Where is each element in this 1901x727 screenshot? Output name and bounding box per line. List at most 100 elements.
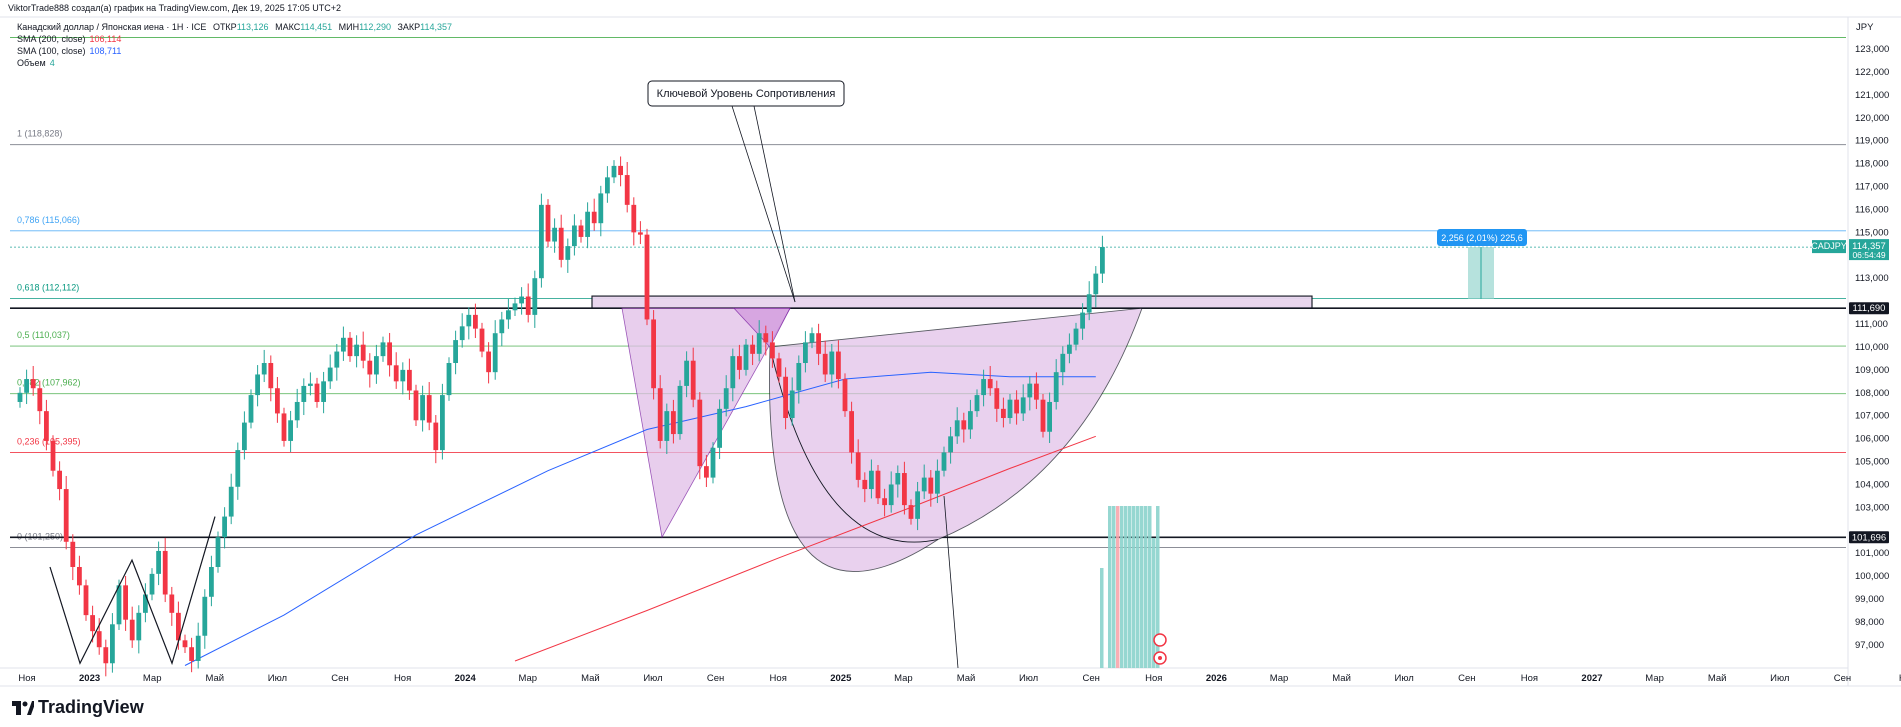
candle: [829, 343, 835, 388]
candle-body: [869, 470, 874, 490]
candle-body: [393, 365, 399, 382]
candle-body: [400, 369, 406, 382]
candle-body: [743, 344, 749, 370]
price-tick-label: 111,000: [1855, 319, 1888, 330]
candle: [242, 411, 247, 460]
candle: [413, 384, 419, 427]
candle-body: [763, 333, 769, 343]
candle: [228, 473, 234, 525]
candles: [17, 156, 1105, 677]
candle-body: [737, 356, 742, 370]
candle-body: [1053, 372, 1059, 402]
candle: [268, 355, 274, 402]
candle: [1060, 346, 1066, 386]
candle-body: [539, 204, 544, 279]
candle: [776, 352, 782, 383]
candle-body: [466, 314, 472, 327]
time-tick-label: Июл: [1395, 673, 1414, 684]
callout-box: [647, 80, 845, 107]
measure-label-bg: [1437, 229, 1527, 246]
candle: [723, 375, 729, 417]
time-tick-label: 2027: [1581, 673, 1602, 684]
candle-body: [928, 477, 934, 494]
time-tick-label: Май: [1708, 673, 1727, 684]
candle: [314, 377, 320, 408]
candle-body: [327, 367, 333, 382]
candle: [704, 454, 709, 488]
candle-body: [677, 385, 683, 435]
candle: [1080, 303, 1085, 340]
candle-body: [690, 360, 696, 400]
price-tick-label: 110,000: [1855, 342, 1889, 353]
candle: [347, 332, 353, 362]
candle: [222, 507, 227, 549]
candle: [803, 331, 808, 373]
candle: [334, 343, 340, 381]
legend-sma200[interactable]: SMA (200, close) 106,114: [17, 34, 125, 45]
candle: [440, 383, 445, 460]
candle: [558, 214, 564, 268]
candle-body: [70, 541, 76, 567]
candle: [730, 348, 736, 402]
candle-body: [215, 537, 221, 567]
candle: [426, 382, 432, 431]
candle-body: [822, 353, 828, 375]
candle-body: [453, 340, 458, 364]
candle: [836, 340, 841, 389]
candle-body: [671, 411, 676, 435]
volume-bar: [1128, 506, 1132, 668]
candle-body: [954, 420, 960, 437]
candle-body: [657, 388, 663, 441]
candle-body: [156, 550, 161, 574]
volume-bar: [1124, 506, 1128, 668]
candle-body: [816, 333, 821, 354]
candle-body: [756, 333, 762, 354]
candle-body: [875, 470, 881, 499]
fib-level-label: 0,5 (110,037): [17, 330, 70, 340]
candle: [407, 358, 412, 400]
sma100-line: [184, 371, 1096, 666]
time-tick-label: Сен: [1834, 673, 1851, 684]
candle-body: [651, 319, 656, 389]
candle-body: [301, 385, 307, 402]
time-tick-label: Ноя: [394, 673, 411, 684]
callout-pointer: [731, 105, 796, 303]
legend-volume[interactable]: Объем 4: [17, 58, 59, 69]
candle: [525, 283, 531, 323]
fib-level-label: 0,236 (105,395): [17, 437, 81, 447]
candle-body: [1020, 397, 1026, 414]
candle: [261, 349, 267, 383]
candle: [585, 202, 590, 249]
candle-body: [1047, 401, 1052, 432]
candle-body: [935, 470, 940, 494]
candle: [1034, 372, 1039, 410]
candle: [677, 380, 683, 440]
candle-body: [1040, 399, 1046, 432]
candle: [578, 219, 584, 243]
candle: [869, 459, 874, 499]
candle: [638, 221, 643, 245]
candle-body: [585, 211, 590, 237]
candle: [862, 472, 868, 503]
resistance-price-badge-bg: [1849, 302, 1889, 315]
candle-body: [862, 479, 868, 490]
candle: [202, 589, 208, 649]
fib-level-label: 0,786 (115,066): [17, 215, 80, 225]
volume-bar: [1108, 506, 1112, 668]
currency-label: JPY: [1856, 22, 1874, 33]
tradingview-logo-icon: [12, 700, 34, 715]
candle: [1053, 359, 1059, 410]
candle-body: [209, 566, 214, 597]
price-tick-label: 116,000: [1855, 204, 1889, 215]
candle-body: [829, 351, 835, 375]
candle-body: [783, 376, 788, 419]
support-price-badge: 101,696: [1852, 532, 1886, 543]
price-tick-label: 100,000: [1855, 571, 1889, 582]
candle: [288, 410, 293, 453]
legend-sma100[interactable]: SMA (100, close) 108,711: [17, 46, 125, 57]
candle: [657, 375, 663, 449]
candle-body: [664, 411, 670, 441]
candle-body: [882, 498, 887, 506]
legend-close-label: ЗАКР: [397, 22, 421, 32]
